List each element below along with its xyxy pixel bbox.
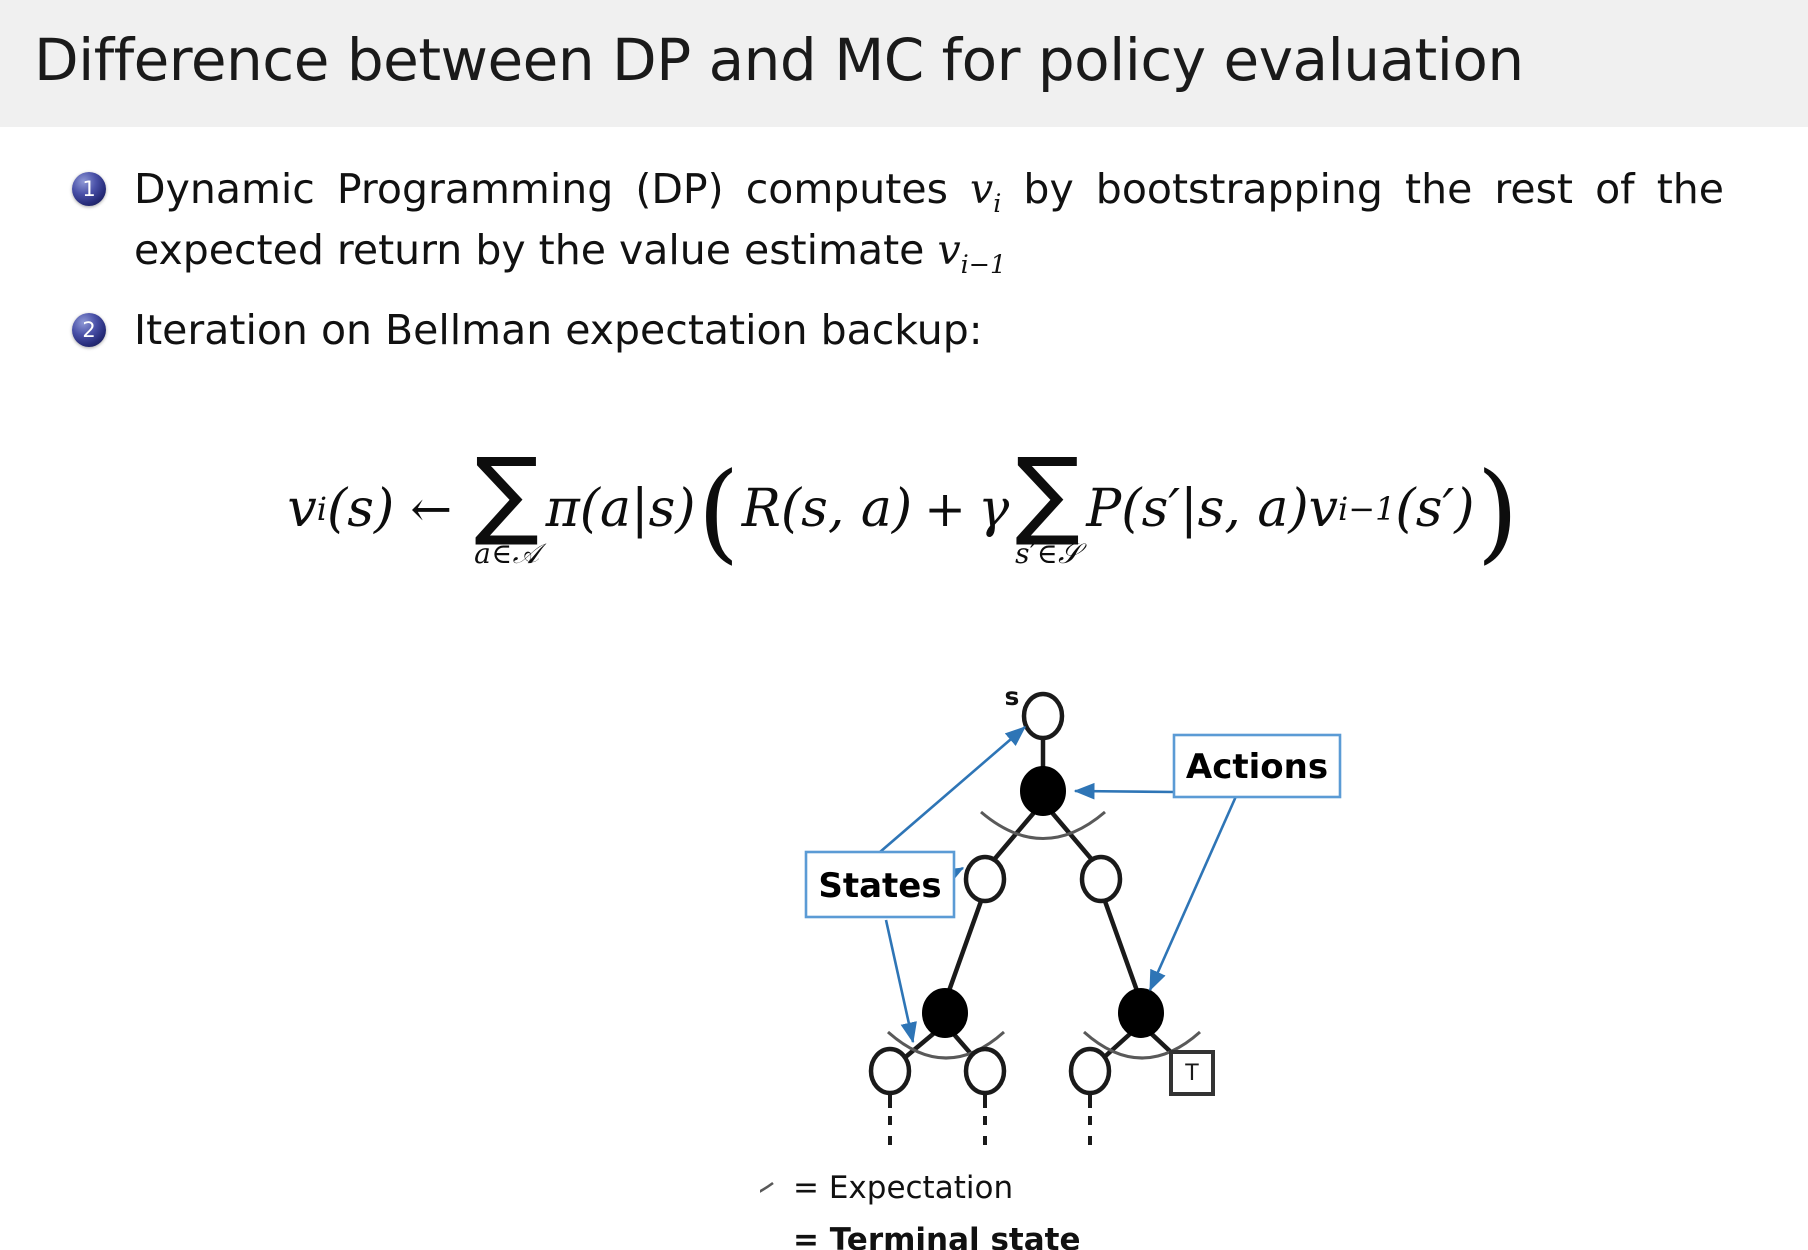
arrow-actions-to-action-level2 [1148,784,1243,992]
arrow-states-to-leaf [884,919,917,1044]
equation-line: v i (s) ← ∑ a∈𝒜 π(a|s) ( R(s, a) + γ ∑ s′∈… [287,445,1520,575]
edge-state-right-to-action [1098,889,1144,1003]
bullet-text-2: Iteration on Bellman expectation backup: [134,305,983,354]
edge-state-left-to-action [942,889,988,1003]
arrow-actions-to-action-level1 [1073,782,1176,800]
page-title: Difference between DP and MC for policy … [34,26,1524,94]
eq-close-paren: ) [1476,449,1519,575]
bullet-number-1: 1 [72,172,106,206]
legend: = Expectation T = Terminal state [760,1170,1080,1250]
state-node-level2-left [963,854,1007,904]
legend-terminal-label: = Terminal state [793,1222,1080,1250]
eq-lhs-arg: (s) [326,479,395,540]
eq-gamma: γ [978,479,1010,540]
eq-reward-term: R(s, a) [741,479,913,540]
sigma-icon: ∑ [474,437,540,549]
state-node-level2-right [1079,854,1123,904]
bullet-list: 1 Dynamic Programming (DP) computes vi b… [0,160,1808,377]
action-node-level2-left [922,988,968,1038]
bullet-1-math-vi-1: vi−1 [937,226,1006,279]
bullet-number-2: 2 [72,312,106,347]
eq-value-arg: (s′) [1395,479,1475,540]
eq-transition-term: P(s′|s, a) [1086,479,1309,540]
v-subscript: i [993,188,1002,219]
eq-sum-states-limit: s′∈𝒮 [1015,536,1081,570]
eq-policy-term: π(a|s) [545,479,696,540]
callout-actions[interactable]: Actions [1172,733,1342,799]
terminal-state-square [1169,1050,1215,1096]
sigma-icon: ∑ [1015,437,1081,549]
v-symbol: v [970,165,994,213]
legend-expectation-arc-icon [760,1181,774,1193]
bullet-1-math-vi: vi [970,165,1001,218]
legend-expectation-label: = Expectation [793,1170,1013,1206]
expectation-arc-3 [1082,1030,1202,1060]
callout-states[interactable]: States [804,850,956,919]
bullet-1-part-1: Dynamic Programming (DP) computes [134,165,971,213]
title-band [0,0,1808,127]
bellman-expectation-equation: v i (s) ← ∑ a∈𝒜 π(a|s) ( R(s, a) + γ ∑ s′∈… [0,445,1808,575]
eq-sum-over-actions: ∑ a∈𝒜 [474,437,540,571]
expectation-arc-1 [980,810,1106,840]
eq-value-v: v [1308,479,1339,540]
eq-lhs-v: v [287,479,317,540]
leaf-stems [888,1093,1092,1150]
arrow-states-to-root [879,726,1026,853]
eq-assign-arrow: ← [410,480,453,539]
v-subscript: i−1 [960,249,1007,280]
callout-actions-box[interactable] [1172,733,1342,799]
eq-lhs-subscript: i [316,490,327,529]
state-node-leaf-2 [963,1046,1007,1096]
callout-states-box[interactable] [804,850,956,919]
state-node-root [1021,691,1065,741]
state-node-leaf-3 [1068,1046,1112,1096]
action-node-level2-right [1118,988,1164,1038]
terminal-state-label: T [1184,1061,1199,1086]
callout-states-label: States [818,866,941,906]
bullet-1-part-2: by bootstrapping the rest of the expecte… [134,165,1724,275]
callout-actions-label: Actions [1186,747,1328,787]
eq-plus-sign: + [924,480,967,539]
eq-open-paren: ( [697,449,740,575]
bullet-item-2: 2 Iteration on Bellman expectation backu… [0,301,1808,359]
eq-sum-over-states: ∑ s′∈𝒮 [1015,437,1081,571]
callout-arrows [879,726,1243,1044]
state-node-leaf-1 [868,1046,912,1096]
root-state-label: s [1005,682,1020,711]
v-symbol: v [937,226,961,275]
eq-value-subscript: i−1 [1338,490,1396,529]
bullet-text-1: Dynamic Programming (DP) computes vi by … [134,160,1724,283]
bullet-item-1: 1 Dynamic Programming (DP) computes vi b… [0,160,1808,283]
backup-diagram: T s States Actions = Expectation T = [760,580,1440,1250]
action-node-level1 [1020,766,1066,816]
eq-sum-actions-limit: a∈𝒜 [474,536,540,570]
